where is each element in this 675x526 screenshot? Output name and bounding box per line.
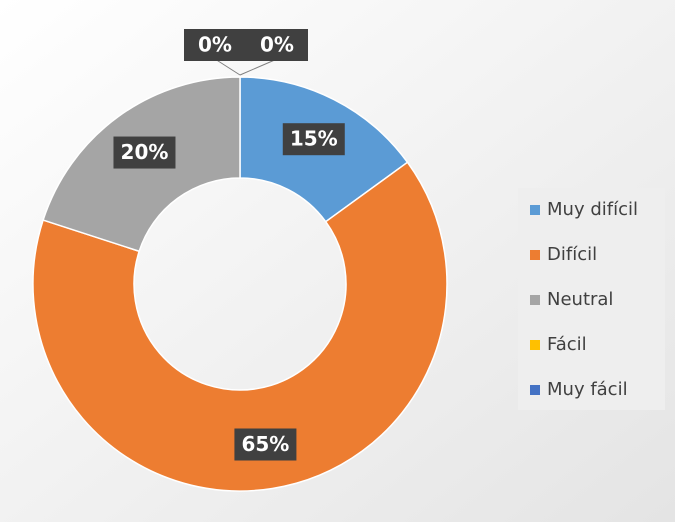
data-label-box [246, 29, 308, 61]
data-label: 65% [241, 432, 289, 456]
data-label-box [113, 136, 176, 169]
leader-line [239, 58, 278, 76]
data-label-box [184, 29, 246, 61]
data-label: 15% [290, 127, 338, 151]
donut-slice [32, 161, 448, 492]
legend-label: Muy difícil [547, 199, 638, 220]
legend-swatch [530, 205, 540, 215]
legend-box [518, 188, 665, 410]
legend-swatch [530, 250, 540, 260]
legend-swatch [530, 295, 540, 305]
data-label-box [234, 428, 297, 461]
data-label: 0% [260, 33, 294, 57]
legend-label: Neutral [547, 289, 613, 310]
data-label-box [282, 123, 345, 156]
legend-label: Difícil [547, 244, 597, 265]
legend-label: Fácil [547, 334, 587, 355]
legend-label: Muy fácil [547, 379, 628, 400]
legend-swatch [530, 385, 540, 395]
legend-swatch [530, 340, 540, 350]
leader-line [214, 58, 241, 76]
data-label: 20% [121, 140, 169, 164]
data-label: 0% [198, 33, 232, 57]
